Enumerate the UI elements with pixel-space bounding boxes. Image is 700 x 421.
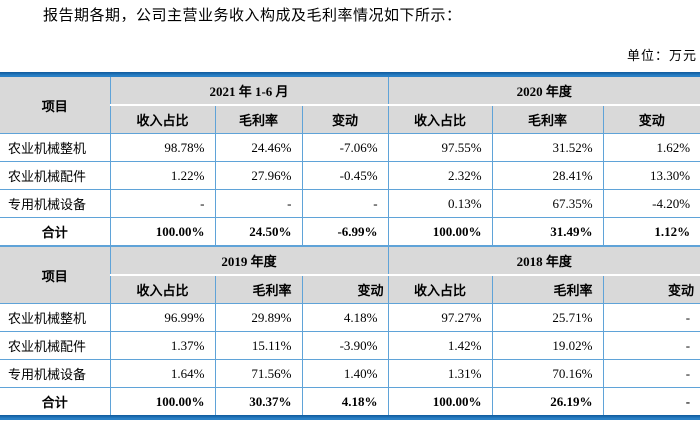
col-header-gross-margin: 毛利率 bbox=[214, 104, 303, 134]
cell-value: 1.64% bbox=[109, 359, 216, 388]
col-header-item: 项目 bbox=[0, 77, 111, 134]
col-header-gross-margin: 毛利率 bbox=[491, 274, 604, 304]
cell-value: 100.00% bbox=[109, 387, 216, 415]
cell-value: - bbox=[602, 303, 700, 332]
cell-value: 26.19% bbox=[491, 387, 604, 415]
intro-paragraph: 报告期各期，公司主营业务收入构成及毛利率情况如下所示： bbox=[43, 8, 462, 24]
cell-value: 98.78% bbox=[109, 133, 216, 162]
cell-value: 1.31% bbox=[387, 359, 493, 388]
cell-value: 1.42% bbox=[387, 331, 493, 360]
cell-value: 4.18% bbox=[301, 303, 389, 332]
cell-value: -3.90% bbox=[301, 331, 389, 360]
row-item-label: 农业机械配件 bbox=[0, 161, 111, 190]
cell-value: 24.46% bbox=[214, 133, 303, 162]
cell-value: 19.02% bbox=[491, 331, 604, 360]
period-header-row: 项目 2019 年度 2018 年度 bbox=[0, 246, 700, 304]
period-header-2019: 2019 年度 bbox=[109, 246, 389, 276]
row-item-label: 合计 bbox=[0, 387, 111, 415]
revenue-margin-table: 项目 2021 年 1-6 月 2020 年度 收入占比 毛利率 变动 收入占比… bbox=[0, 72, 700, 420]
cell-value: 24.50% bbox=[214, 217, 303, 246]
table-top-border bbox=[0, 72, 700, 77]
cell-value: 27.96% bbox=[214, 161, 303, 190]
cell-value: 97.55% bbox=[387, 133, 493, 162]
period-header-2018: 2018 年度 bbox=[387, 246, 700, 276]
period-header-row: 项目 2021 年 1-6 月 2020 年度 bbox=[0, 77, 700, 134]
table-row: 农业机械配件 1.22% 27.96% -0.45% 2.32% 28.41% … bbox=[0, 161, 700, 190]
cell-value: -4.20% bbox=[602, 189, 700, 218]
cell-value: -7.06% bbox=[301, 133, 389, 162]
cell-value: 1.22% bbox=[109, 161, 216, 190]
row-item-label: 农业机械配件 bbox=[0, 331, 111, 360]
col-header-gross-margin: 毛利率 bbox=[491, 104, 604, 134]
cell-value: 71.56% bbox=[214, 359, 303, 388]
col-header-change: 变动 bbox=[301, 104, 389, 134]
col-header-change: 变动 bbox=[602, 104, 700, 134]
cell-value: - bbox=[214, 189, 303, 218]
cell-value: 70.16% bbox=[491, 359, 604, 388]
table-section-2019-2018: 项目 2019 年度 2018 年度 收入占比 毛利率 变动 收入占比 毛利率 … bbox=[0, 246, 700, 415]
cell-value: - bbox=[109, 189, 216, 218]
cell-value: 25.71% bbox=[491, 303, 604, 332]
row-item-label: 专用机械设备 bbox=[0, 359, 111, 388]
cell-value: 1.62% bbox=[602, 133, 700, 162]
cell-value: 13.30% bbox=[602, 161, 700, 190]
cell-value: - bbox=[301, 189, 389, 218]
col-header-revenue-share: 收入占比 bbox=[110, 104, 216, 134]
cell-value: -6.99% bbox=[301, 217, 389, 246]
cell-value: 1.40% bbox=[301, 359, 389, 388]
col-header-revenue-share: 收入占比 bbox=[387, 274, 493, 304]
cell-value: 2.32% bbox=[387, 161, 493, 190]
table-row: 农业机械配件 1.37% 15.11% -3.90% 1.42% 19.02% … bbox=[0, 331, 700, 360]
col-header-revenue-share: 收入占比 bbox=[387, 104, 493, 134]
cell-value: 0.13% bbox=[387, 189, 493, 218]
table-bottom-border bbox=[0, 415, 700, 420]
row-item-label: 农业机械整机 bbox=[0, 133, 111, 162]
cell-value: 30.37% bbox=[214, 387, 303, 415]
cell-value: 96.99% bbox=[109, 303, 216, 332]
period-header-2021: 2021 年 1-6 月 bbox=[109, 77, 389, 106]
cell-value: - bbox=[602, 359, 700, 388]
cell-value: 100.00% bbox=[387, 217, 493, 246]
row-item-label: 专用机械设备 bbox=[0, 189, 111, 218]
cell-value: 1.37% bbox=[109, 331, 216, 360]
total-row: 合计 100.00% 30.37% 4.18% 100.00% 26.19% - bbox=[0, 387, 700, 415]
unit-label: 单位：万元 bbox=[626, 48, 697, 63]
cell-value: -0.45% bbox=[301, 161, 389, 190]
cell-value: 4.18% bbox=[301, 387, 389, 415]
cell-value: 67.35% bbox=[491, 189, 604, 218]
cell-value: 100.00% bbox=[387, 387, 493, 415]
table-row: 农业机械整机 96.99% 29.89% 4.18% 97.27% 25.71%… bbox=[0, 303, 700, 332]
row-item-label: 合计 bbox=[0, 217, 111, 246]
row-item-label: 农业机械整机 bbox=[0, 303, 111, 332]
cell-value: 97.27% bbox=[387, 303, 493, 332]
cell-value: 28.41% bbox=[491, 161, 604, 190]
cell-value: 1.12% bbox=[602, 217, 700, 246]
cell-value: 100.00% bbox=[109, 217, 216, 246]
col-header-revenue-share: 收入占比 bbox=[110, 274, 216, 304]
col-header-change: 变动 bbox=[602, 274, 700, 304]
period-header-2020: 2020 年度 bbox=[387, 77, 700, 106]
cell-value: - bbox=[602, 331, 700, 360]
cell-value: - bbox=[602, 387, 700, 415]
cell-value: 31.49% bbox=[491, 217, 604, 246]
cell-value: 31.52% bbox=[491, 133, 604, 162]
col-header-gross-margin: 毛利率 bbox=[214, 274, 303, 304]
table-section-2021-2020: 项目 2021 年 1-6 月 2020 年度 收入占比 毛利率 变动 收入占比… bbox=[0, 77, 700, 246]
cell-value: 29.89% bbox=[214, 303, 303, 332]
sub-header-row: 收入占比 毛利率 变动 收入占比 毛利率 变动 bbox=[0, 104, 700, 134]
table-row: 农业机械整机 98.78% 24.46% -7.06% 97.55% 31.52… bbox=[0, 133, 700, 162]
cell-value: 15.11% bbox=[214, 331, 303, 360]
col-header-item: 项目 bbox=[0, 246, 111, 304]
total-row: 合计 100.00% 24.50% -6.99% 100.00% 31.49% … bbox=[0, 217, 700, 246]
table-row: 专用机械设备 1.64% 71.56% 1.40% 1.31% 70.16% - bbox=[0, 359, 700, 388]
col-header-change: 变动 bbox=[301, 274, 389, 304]
table-row: 专用机械设备 - - - 0.13% 67.35% -4.20% bbox=[0, 189, 700, 218]
sub-header-row: 收入占比 毛利率 变动 收入占比 毛利率 变动 bbox=[0, 274, 700, 304]
